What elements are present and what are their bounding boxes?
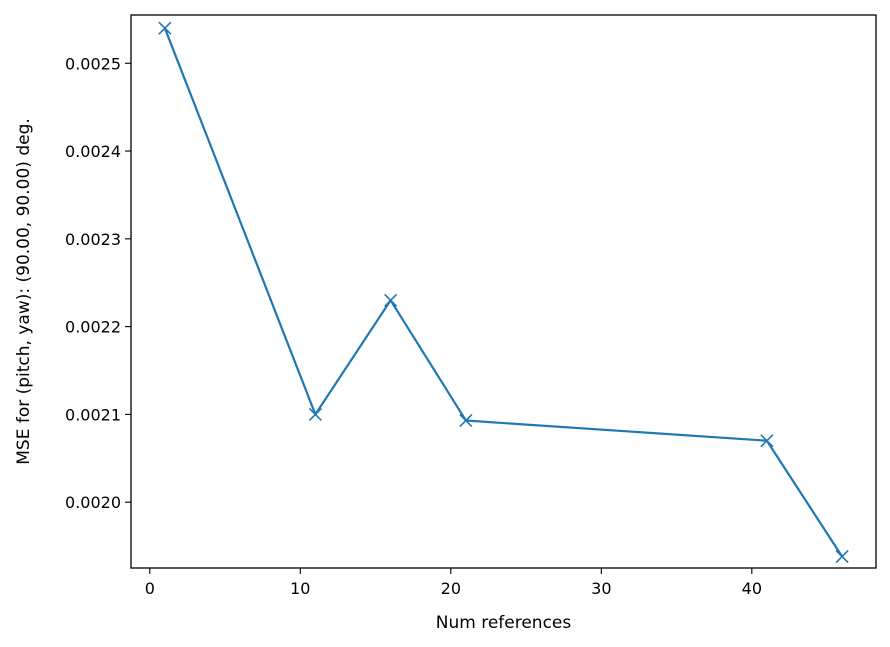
- y-tick-label: 0.0024: [65, 142, 121, 161]
- y-axis-label: MSE for (pitch, yaw): (90.00, 90.00) deg…: [14, 118, 34, 465]
- x-tick-label: 0: [145, 579, 155, 598]
- data-point-marker: [158, 21, 172, 35]
- y-axis-ticks: 0.0020 0.0021 0.0022 0.0023 0.0024 0.0025: [65, 54, 131, 512]
- x-tick-label: 30: [591, 579, 611, 598]
- data-point-marker: [760, 434, 774, 448]
- plot-area: [158, 21, 849, 564]
- y-tick-label: 0.0025: [65, 54, 121, 73]
- y-tick-label: 0.0021: [65, 405, 121, 424]
- y-tick-label: 0.0020: [65, 493, 121, 512]
- x-axis-label: Num references: [436, 613, 572, 633]
- x-axis-ticks: 0 10 20 30 40: [145, 568, 762, 598]
- x-tick-label: 10: [290, 579, 310, 598]
- data-point-marker: [384, 293, 398, 307]
- data-point-marker: [459, 413, 473, 428]
- series-line: [163, 27, 844, 558]
- y-tick-label: 0.0023: [65, 230, 121, 249]
- y-tick-label: 0.0022: [65, 318, 121, 337]
- x-tick-label: 20: [441, 579, 461, 598]
- data-point-marker: [835, 550, 849, 564]
- plot-frame: [130, 14, 877, 569]
- x-tick-label: 40: [742, 579, 762, 598]
- data-point-marker: [308, 407, 322, 421]
